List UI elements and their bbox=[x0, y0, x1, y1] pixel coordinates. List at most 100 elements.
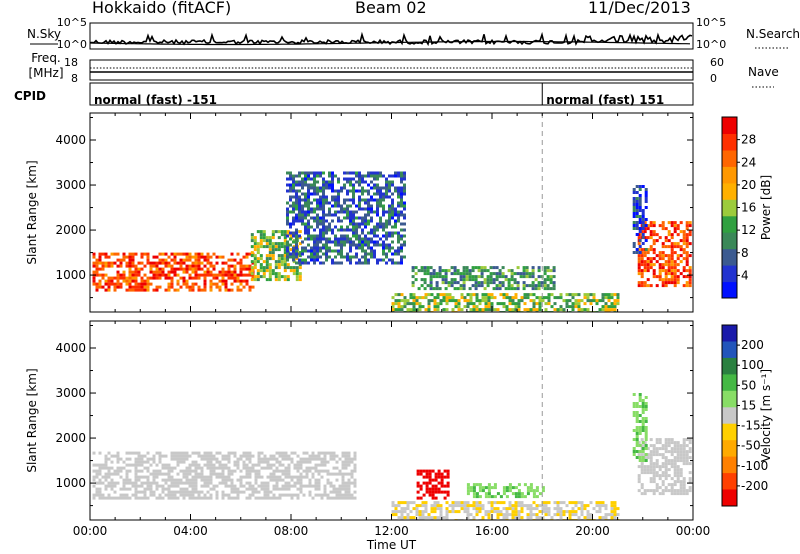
scatter-cell bbox=[122, 460, 126, 464]
scatter-cell bbox=[667, 278, 671, 282]
scatter-cell bbox=[334, 255, 337, 259]
scatter-cell bbox=[218, 255, 222, 259]
scatter-cell bbox=[140, 457, 144, 461]
scatter-cell bbox=[397, 501, 401, 505]
scatter-cell bbox=[679, 483, 683, 487]
scatter-cell bbox=[661, 266, 665, 270]
scatter-cell bbox=[438, 266, 442, 270]
scatter-cell bbox=[436, 293, 440, 297]
scatter-cell bbox=[507, 287, 511, 291]
scatter-cell bbox=[352, 225, 355, 229]
scatter-cell bbox=[278, 475, 282, 479]
scatter-cell bbox=[131, 264, 135, 268]
scatter-cell bbox=[161, 267, 165, 271]
scatter-cell bbox=[676, 269, 680, 273]
scatter-cell bbox=[176, 273, 180, 277]
scatter-cell bbox=[253, 245, 257, 249]
scatter-cell bbox=[462, 278, 466, 282]
scatter-cell bbox=[298, 207, 301, 211]
scatter-cell bbox=[559, 513, 563, 517]
scatter-cell bbox=[382, 222, 385, 226]
scatter-cell bbox=[358, 258, 361, 262]
scatter-cell bbox=[495, 278, 499, 282]
scatter-cell bbox=[290, 460, 294, 464]
scatter-cell bbox=[604, 293, 608, 297]
scatter-cell bbox=[478, 308, 482, 312]
scatter-cell bbox=[394, 507, 398, 511]
scatter-cell bbox=[522, 272, 526, 276]
scatter-cell bbox=[289, 171, 292, 175]
scatter-cell bbox=[400, 513, 404, 517]
scatter-cell bbox=[326, 478, 330, 482]
scatter-cell bbox=[328, 255, 331, 259]
scatter-cell bbox=[203, 258, 207, 262]
scatter-cell bbox=[667, 483, 671, 487]
scatter-cell bbox=[616, 513, 620, 517]
scatter-cell bbox=[224, 282, 228, 286]
scatter-cell bbox=[644, 438, 648, 441]
scatter-cell bbox=[397, 201, 400, 205]
scatter-cell bbox=[317, 469, 321, 473]
scatter-cell bbox=[466, 501, 470, 505]
scatter-cell bbox=[632, 411, 636, 414]
scatter-cell bbox=[431, 496, 435, 500]
scatter-cell bbox=[176, 261, 180, 265]
scatter-cell bbox=[113, 282, 117, 286]
scatter-cell bbox=[161, 472, 165, 476]
scatter-cell bbox=[505, 489, 509, 493]
scatter-cell bbox=[481, 296, 485, 300]
scatter-cell bbox=[523, 293, 527, 297]
scatter-cell bbox=[307, 228, 310, 232]
scatter-cell bbox=[239, 270, 243, 274]
scatter-cell bbox=[508, 489, 512, 493]
scatter-cell bbox=[459, 284, 463, 288]
scatter-cell bbox=[337, 216, 340, 220]
scatter-cell bbox=[262, 233, 266, 237]
cpid-mode-label: normal (fast) 151 bbox=[546, 93, 664, 107]
scatter-cell bbox=[352, 255, 355, 259]
scatter-cell bbox=[364, 213, 367, 217]
scatter-cell bbox=[250, 266, 254, 270]
scatter-cell bbox=[203, 475, 207, 479]
y-tick-label: 3000 bbox=[55, 178, 86, 192]
scatter-cell bbox=[436, 308, 440, 312]
scatter-cell bbox=[143, 264, 147, 268]
scatter-cell bbox=[574, 513, 578, 517]
scatter-cell bbox=[340, 252, 343, 256]
scatter-cell bbox=[337, 252, 340, 256]
scatter-cell bbox=[173, 454, 177, 458]
scatter-cell bbox=[104, 478, 108, 482]
scatter-cell bbox=[140, 460, 144, 464]
scatter-cell bbox=[320, 460, 324, 464]
scatter-cell bbox=[281, 487, 285, 491]
scatter-cell bbox=[492, 278, 496, 282]
scatter-cell bbox=[344, 490, 348, 494]
scatter-cell bbox=[610, 308, 614, 312]
scatter-cell bbox=[462, 287, 466, 291]
scatter-cell bbox=[322, 216, 325, 220]
scatter-cell bbox=[248, 496, 252, 500]
scatter-cell bbox=[679, 453, 683, 457]
scatter-cell bbox=[113, 288, 117, 292]
scatter-cell bbox=[292, 240, 295, 244]
scatter-cell bbox=[613, 308, 617, 312]
scatter-cell bbox=[335, 496, 339, 500]
scatter-cell bbox=[646, 263, 650, 267]
scatter-cell bbox=[230, 273, 234, 277]
scatter-cell bbox=[397, 174, 400, 178]
scatter-cell bbox=[275, 478, 279, 482]
scatter-cell bbox=[170, 454, 174, 458]
scatter-cell bbox=[304, 204, 307, 208]
scatter-cell bbox=[209, 478, 213, 482]
scatter-cell bbox=[673, 278, 677, 282]
scatter-cell bbox=[140, 255, 144, 259]
scatter-cell bbox=[346, 180, 349, 184]
scatter-cell bbox=[361, 222, 364, 226]
scatter-cell bbox=[652, 477, 656, 481]
scatter-cell bbox=[490, 486, 494, 490]
scatter-cell bbox=[194, 484, 198, 488]
scatter-cell bbox=[502, 507, 506, 511]
scatter-cell bbox=[589, 299, 593, 303]
scatter-cell bbox=[316, 186, 319, 190]
scatter-cell bbox=[493, 510, 497, 514]
